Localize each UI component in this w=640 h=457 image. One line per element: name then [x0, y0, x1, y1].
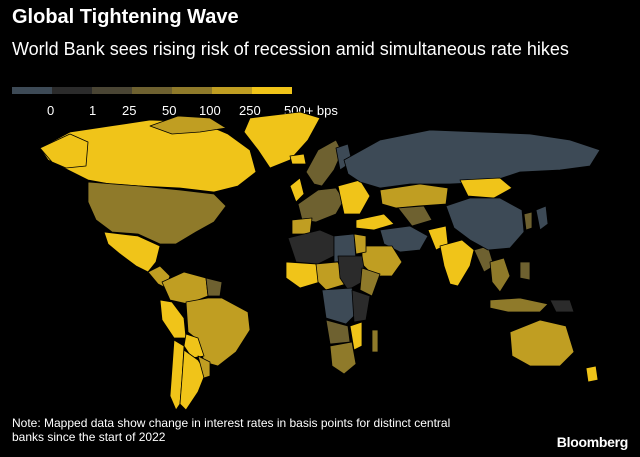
region-papua: [549, 299, 575, 313]
region-uk: [289, 177, 305, 203]
region-egypt: [353, 233, 367, 255]
region-west-africa: [285, 261, 321, 289]
legend-swatch-25: [132, 87, 172, 94]
legend-swatch-500: [292, 87, 332, 94]
region-southern-africa: [329, 341, 357, 375]
legend-swatch-1: [92, 87, 132, 94]
legend-label-50: 50: [162, 103, 177, 118]
chart-title: Global Tightening Wave: [12, 6, 239, 28]
region-norway-sweden: [305, 139, 343, 187]
region-korea: [523, 211, 533, 231]
bloomberg-logo: Bloomberg: [556, 434, 629, 450]
legend-label-1: 1: [89, 103, 97, 118]
region-iran-iraq: [379, 225, 429, 253]
region-iceland: [289, 153, 307, 165]
region-japan: [535, 205, 549, 231]
region-canada-north-islands: [149, 115, 227, 135]
region-turkey: [355, 213, 395, 231]
region-eastern-europe: [337, 179, 371, 215]
legend-swatch-na: [12, 87, 52, 94]
region-mozambique: [349, 321, 363, 351]
region-nigeria-region: [315, 261, 347, 291]
legend-labels: 0 1 25 50 100 250 500+ bps: [0, 103, 360, 119]
region-india: [439, 239, 475, 287]
legend-swatch-100: [212, 87, 252, 94]
chart-subtitle: World Bank sees rising risk of recession…: [12, 39, 569, 59]
region-paraguay-uruguay: [197, 355, 211, 379]
legend-label-100: 100: [199, 103, 221, 118]
region-central-africa: [321, 287, 361, 325]
region-ecuador-peru: [159, 299, 187, 339]
region-mongolia: [459, 177, 513, 199]
region-central-asia: [397, 205, 433, 227]
region-new-zealand: [585, 365, 599, 383]
region-guianas: [205, 277, 223, 297]
legend-swatch-50: [172, 87, 212, 94]
region-western-europe: [297, 187, 345, 223]
region-east-africa: [351, 289, 371, 323]
region-russia: [343, 129, 601, 189]
region-madagascar: [371, 329, 379, 353]
region-indonesia: [489, 297, 549, 313]
region-horn-of-africa: [359, 267, 381, 297]
footnote: Note: Mapped data show change in interes…: [12, 416, 451, 444]
region-north-africa-west: [287, 229, 335, 265]
region-canada: [39, 119, 257, 193]
legend-label-25: 25: [122, 103, 137, 118]
region-indochina: [489, 257, 511, 293]
region-australia: [509, 319, 575, 367]
legend-label-0: 0: [47, 103, 55, 118]
region-kazakhstan: [379, 183, 449, 209]
region-iberia: [291, 217, 313, 235]
legend-swatch-0: [52, 87, 92, 94]
region-china: [445, 197, 525, 251]
region-alaska: [39, 133, 89, 169]
legend-color-bar: [12, 87, 332, 94]
region-greenland: [243, 111, 321, 169]
region-philippines: [519, 261, 531, 281]
region-usa: [87, 181, 227, 245]
region-sudan-chad: [337, 255, 367, 291]
legend-swatch-250: [252, 87, 292, 94]
legend-label-250: 250: [239, 103, 261, 118]
